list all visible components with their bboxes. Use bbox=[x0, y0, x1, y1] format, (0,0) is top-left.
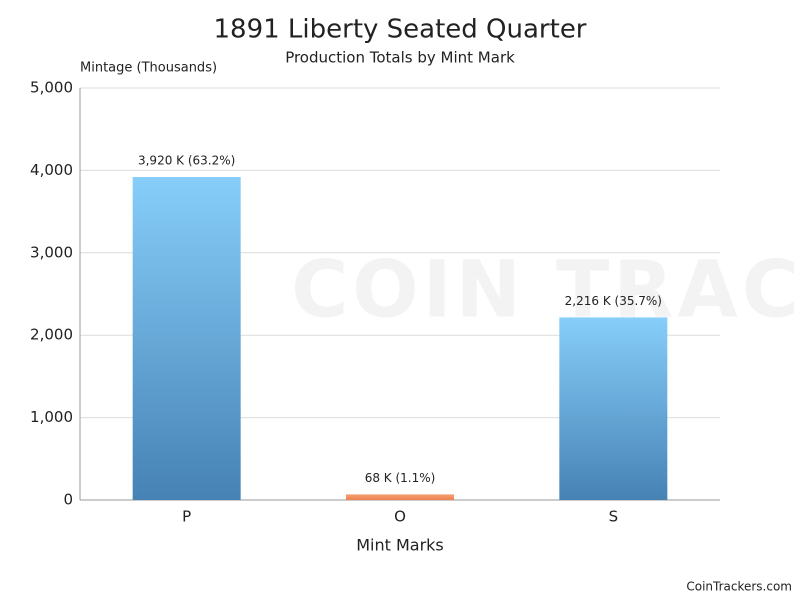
data-label: 2,216 K (35.7%) bbox=[565, 294, 662, 308]
data-label: 68 K (1.1%) bbox=[365, 471, 436, 485]
x-axis-title: Mint Marks bbox=[356, 536, 444, 555]
x-tick-label: O bbox=[394, 508, 406, 526]
y-tick-label: 3,000 bbox=[30, 243, 73, 261]
y-tick-label: 0 bbox=[63, 491, 73, 509]
chart-title: 1891 Liberty Seated Quarter bbox=[213, 15, 586, 45]
watermark: COIN TRACKERS bbox=[291, 245, 800, 335]
y-axis-title: Mintage (Thousands) bbox=[80, 61, 217, 76]
bar bbox=[346, 494, 454, 500]
x-tick-label: S bbox=[609, 508, 619, 526]
y-tick-label: 2,000 bbox=[30, 326, 73, 344]
bar bbox=[133, 177, 241, 500]
data-label: 3,920 K (63.2%) bbox=[138, 153, 235, 167]
y-tick-label: 1,000 bbox=[30, 408, 73, 426]
chart-subtitle: Production Totals by Mint Mark bbox=[285, 49, 515, 67]
credit: CoinTrackers.com bbox=[686, 580, 792, 594]
y-tick-label: 4,000 bbox=[30, 161, 73, 179]
bar bbox=[559, 317, 667, 500]
x-tick-label: P bbox=[182, 508, 191, 526]
y-tick-label: 5,000 bbox=[30, 79, 73, 97]
